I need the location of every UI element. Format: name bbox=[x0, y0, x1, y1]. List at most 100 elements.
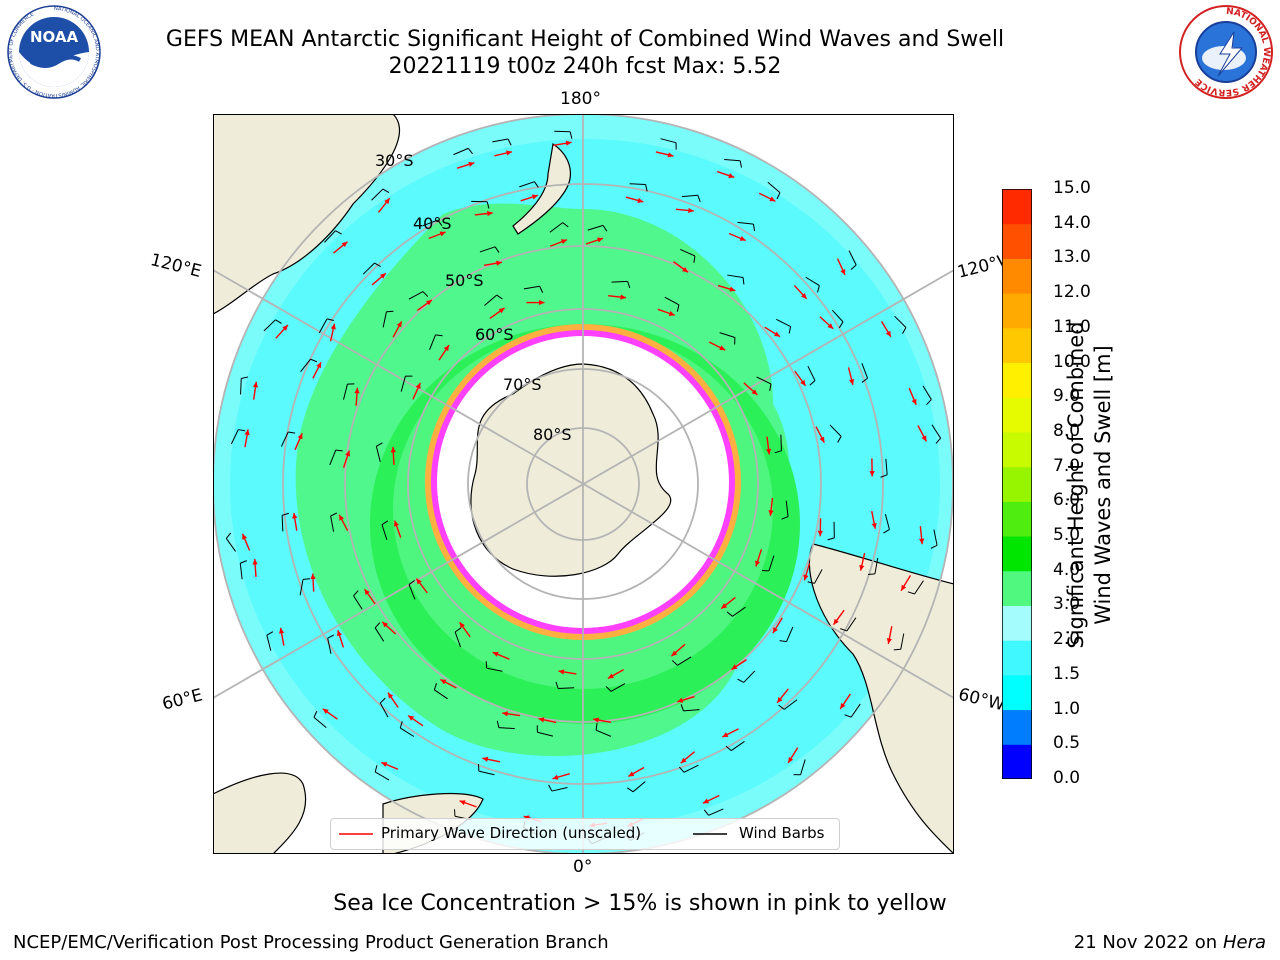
wind-barb-flag bbox=[739, 160, 742, 168]
wind-barb-staff bbox=[800, 759, 806, 775]
wave-arrow-head bbox=[921, 435, 927, 442]
map-legend: Primary Wave Direction (unscaled) Wind B… bbox=[330, 818, 840, 850]
wind-barb-staff bbox=[239, 563, 243, 580]
wave-arrow-head bbox=[919, 538, 925, 545]
wind-barb-flag bbox=[310, 358, 318, 363]
wind-barb-staff bbox=[737, 221, 754, 225]
wind-barb-staff bbox=[677, 656, 692, 666]
wave-arrow-head bbox=[492, 651, 499, 657]
wave-arrow-head bbox=[677, 697, 684, 703]
wind-barb-staff bbox=[266, 635, 272, 651]
wave-arrow-head bbox=[819, 436, 825, 443]
colorbar-label-line1: Significant Height of Combined bbox=[1064, 321, 1088, 649]
wave-arrow-head bbox=[871, 522, 877, 529]
africa-land bbox=[213, 772, 307, 854]
wave-arrow-head bbox=[339, 514, 345, 521]
colorbar-tick-label: 0.5 bbox=[1053, 733, 1081, 754]
colorbar-tick-label: 4.0 bbox=[1053, 559, 1081, 580]
wind-barb-flag bbox=[437, 219, 443, 227]
wind-barb-staff bbox=[861, 363, 869, 379]
wind-barb-flag bbox=[454, 627, 462, 633]
wind-barb-flag bbox=[534, 181, 539, 188]
wind-barb-flag bbox=[840, 628, 848, 632]
wind-barb-flag bbox=[907, 591, 915, 595]
wind-barb-staff bbox=[805, 276, 820, 287]
colorbar-tick-label: 5.0 bbox=[1053, 525, 1081, 546]
wind-barb-staff bbox=[537, 731, 554, 737]
wind-barb-staff bbox=[225, 538, 236, 552]
wind-barb-staff bbox=[300, 358, 311, 373]
wind-barb-flag bbox=[376, 442, 383, 447]
chart-title: GEFS MEAN Antarctic Significant Height o… bbox=[165, 27, 1005, 52]
colorbar-tick-label: 10.0 bbox=[1053, 351, 1091, 372]
wind-barb-staff bbox=[727, 274, 744, 278]
wind-barb-flag bbox=[335, 230, 342, 235]
wave-arrow-head bbox=[558, 669, 565, 675]
wave-arrow-head bbox=[468, 161, 475, 167]
colorbar-cell bbox=[1002, 397, 1032, 433]
wave-arrow-head bbox=[801, 293, 807, 299]
wind-barb-flag bbox=[569, 131, 573, 139]
wave-direction-swatch bbox=[339, 833, 373, 835]
wind-barb-flag bbox=[335, 449, 343, 452]
wave-arrow-head bbox=[279, 627, 285, 634]
colorbar-tick-label: 1.5 bbox=[1053, 663, 1081, 684]
wind-barb-flag bbox=[645, 184, 648, 192]
wave-arrow-head bbox=[597, 237, 604, 243]
colorbar-cell bbox=[1002, 674, 1032, 711]
wind-barb-staff bbox=[850, 703, 861, 718]
wind-barb-staff bbox=[230, 429, 239, 445]
wind-barb-flag bbox=[467, 148, 473, 155]
wind-barb-staff bbox=[680, 248, 696, 257]
wind-barb-flag bbox=[807, 581, 815, 584]
wind-barb-staff bbox=[743, 670, 756, 683]
wind-barb-flag bbox=[779, 640, 787, 643]
wind-barb-flag bbox=[485, 661, 488, 669]
wave-arrow-head bbox=[751, 389, 758, 395]
wind-barb-flag bbox=[880, 474, 888, 478]
colorbar-tick-label: 13.0 bbox=[1053, 247, 1091, 268]
wave-arrow-head bbox=[637, 197, 644, 203]
wind-barb-staff bbox=[724, 158, 741, 162]
wave-arrow-head bbox=[777, 697, 783, 703]
colorbar-cell bbox=[1002, 189, 1032, 225]
wind-barb-flag bbox=[496, 294, 503, 300]
wave-arrow-head bbox=[482, 756, 489, 762]
wave-arrow-head bbox=[560, 239, 567, 245]
wind-barb-staff bbox=[900, 633, 905, 650]
south-america-land bbox=[808, 543, 954, 854]
wave-arrow-head bbox=[886, 638, 892, 644]
legend-wave-label: Primary Wave Direction (unscaled) bbox=[381, 824, 642, 842]
colorbar-tick-label: 12.0 bbox=[1053, 282, 1091, 303]
wind-barb-staff bbox=[400, 376, 406, 392]
wind-barb-flag bbox=[379, 697, 386, 704]
wind-barb-staff bbox=[374, 771, 390, 781]
wave-arrow-head bbox=[728, 173, 735, 179]
wind-barb-flag bbox=[408, 579, 415, 585]
wave-arrow-head bbox=[539, 299, 545, 306]
wave-arrow-head bbox=[788, 756, 794, 763]
wave-arrow-head bbox=[722, 732, 729, 737]
wave-arrow-head bbox=[552, 774, 559, 780]
wind-barb-flag bbox=[893, 648, 901, 651]
colorbar-cell bbox=[1002, 431, 1032, 468]
wind-barb-staff bbox=[783, 699, 798, 710]
colorbar-cell bbox=[1002, 223, 1032, 259]
wave-arrow-head bbox=[911, 398, 917, 405]
wind-barb-flag bbox=[327, 634, 335, 639]
colorbar-cell bbox=[1002, 640, 1032, 676]
wind-barb-staff bbox=[683, 764, 699, 773]
wind-barb-staff bbox=[933, 529, 938, 546]
wind-barb-staff bbox=[327, 638, 332, 654]
wind-barb-flag bbox=[883, 529, 890, 534]
wind-barb-staff bbox=[453, 147, 469, 156]
colorbar-cell bbox=[1002, 709, 1032, 745]
wave-arrow-head bbox=[487, 210, 493, 217]
wind-barb-flag bbox=[935, 437, 942, 444]
wind-barb-staff bbox=[479, 246, 496, 253]
wind-barb-staff bbox=[299, 579, 304, 596]
colorbar-tick-label: 1.0 bbox=[1053, 698, 1081, 719]
wave-arrow-head bbox=[680, 757, 687, 764]
antarctica-land bbox=[470, 363, 672, 577]
wave-arrow-head bbox=[459, 800, 466, 806]
